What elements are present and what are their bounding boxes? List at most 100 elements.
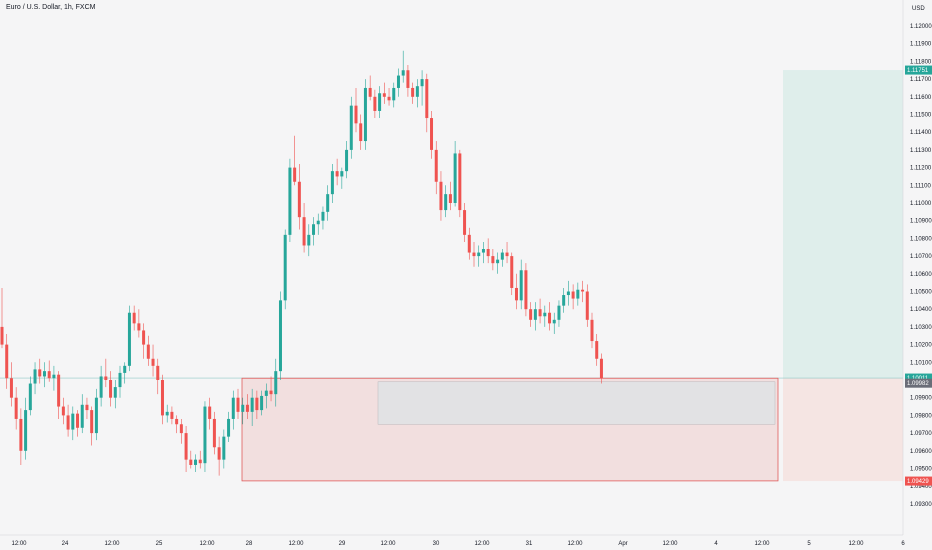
candle[interactable] [345, 141, 349, 179]
candle[interactable] [28, 376, 32, 416]
candle[interactable] [467, 227, 471, 260]
candle[interactable] [132, 305, 136, 331]
candle[interactable] [562, 287, 566, 313]
candle[interactable] [458, 149, 462, 218]
candle[interactable] [99, 365, 103, 407]
candle[interactable] [425, 73, 429, 133]
stop-loss-zone[interactable] [783, 378, 903, 482]
candle[interactable] [47, 360, 51, 382]
candle[interactable] [194, 454, 198, 473]
candle[interactable] [38, 358, 42, 384]
candle[interactable] [269, 376, 273, 402]
time-axis[interactable]: 12:00 24 12:00 25 12:00 28 12:00 29 12:00 30 12:00… [11, 541, 905, 547]
candle[interactable] [104, 358, 108, 388]
candle[interactable] [170, 406, 174, 425]
candle[interactable] [137, 309, 141, 338]
candle[interactable] [538, 298, 542, 324]
candle[interactable] [382, 82, 386, 104]
candle[interactable] [529, 302, 533, 327]
candle[interactable] [448, 181, 452, 211]
candle[interactable] [283, 229, 287, 310]
candle[interactable] [184, 426, 188, 473]
candle[interactable] [236, 388, 240, 419]
candle[interactable] [401, 50, 405, 83]
candle[interactable] [307, 224, 311, 257]
candle[interactable] [142, 323, 146, 359]
candle[interactable] [24, 397, 28, 460]
candle[interactable] [0, 287, 4, 349]
price-axis[interactable]: USD 1.12000 1.11900 1.11800 1.11700 1.11600 1.… [910, 6, 932, 508]
candle[interactable] [109, 371, 113, 407]
candle[interactable] [519, 259, 523, 310]
candle[interactable] [590, 312, 594, 349]
candle[interactable] [439, 171, 443, 221]
candle[interactable] [302, 203, 306, 253]
candle[interactable] [165, 404, 169, 423]
candle[interactable] [359, 114, 363, 150]
candle[interactable] [326, 185, 330, 221]
candle[interactable] [227, 411, 231, 442]
candle[interactable] [278, 291, 282, 381]
candle[interactable] [321, 206, 325, 230]
candle[interactable] [444, 185, 448, 218]
candle[interactable] [264, 383, 268, 409]
candle[interactable] [453, 141, 457, 207]
candle[interactable] [33, 362, 37, 395]
candle[interactable] [581, 280, 585, 303]
candle[interactable] [477, 245, 481, 267]
candle[interactable] [151, 344, 155, 377]
candle[interactable] [406, 64, 410, 97]
candle[interactable] [250, 388, 254, 427]
candle[interactable] [179, 418, 183, 444]
candle[interactable] [500, 249, 504, 267]
candle[interactable] [335, 158, 339, 186]
candle[interactable] [463, 203, 467, 242]
candle[interactable] [354, 87, 358, 133]
candle[interactable] [392, 82, 396, 108]
candle[interactable] [387, 87, 391, 106]
candle[interactable] [217, 436, 221, 476]
candle[interactable] [94, 388, 98, 441]
candle[interactable] [571, 284, 575, 310]
candle[interactable] [595, 333, 599, 366]
candle[interactable] [330, 164, 334, 203]
candle[interactable] [9, 362, 13, 407]
candle[interactable] [552, 312, 556, 334]
candle[interactable] [127, 305, 131, 372]
candle[interactable] [543, 305, 547, 327]
candle[interactable] [5, 333, 9, 389]
candle[interactable] [396, 68, 400, 97]
candle[interactable] [160, 374, 164, 425]
candle[interactable] [481, 241, 485, 264]
candle[interactable] [175, 415, 179, 434]
candle[interactable] [415, 79, 419, 108]
candle[interactable] [472, 241, 476, 267]
candle[interactable] [349, 96, 353, 159]
candle[interactable] [113, 380, 117, 409]
candle[interactable] [231, 390, 235, 430]
candle[interactable] [19, 408, 23, 465]
candle[interactable] [430, 110, 434, 159]
candle[interactable] [514, 273, 518, 310]
candle[interactable] [76, 410, 80, 437]
candle[interactable] [208, 397, 212, 430]
candle[interactable] [90, 406, 94, 446]
candle[interactable] [146, 335, 150, 366]
candle[interactable] [548, 302, 552, 331]
candle[interactable] [340, 167, 344, 189]
candle[interactable] [198, 450, 202, 469]
candle[interactable] [255, 390, 259, 419]
candle[interactable] [496, 252, 500, 274]
candle[interactable] [373, 89, 377, 119]
candle[interactable] [288, 158, 292, 242]
candle[interactable] [42, 362, 46, 388]
candle[interactable] [212, 411, 216, 455]
candle[interactable] [118, 365, 122, 398]
candle[interactable] [510, 252, 514, 296]
candle[interactable] [566, 280, 570, 306]
candle[interactable] [123, 362, 127, 384]
candle[interactable] [241, 397, 245, 425]
candle[interactable] [222, 429, 226, 469]
candle[interactable] [491, 249, 495, 271]
